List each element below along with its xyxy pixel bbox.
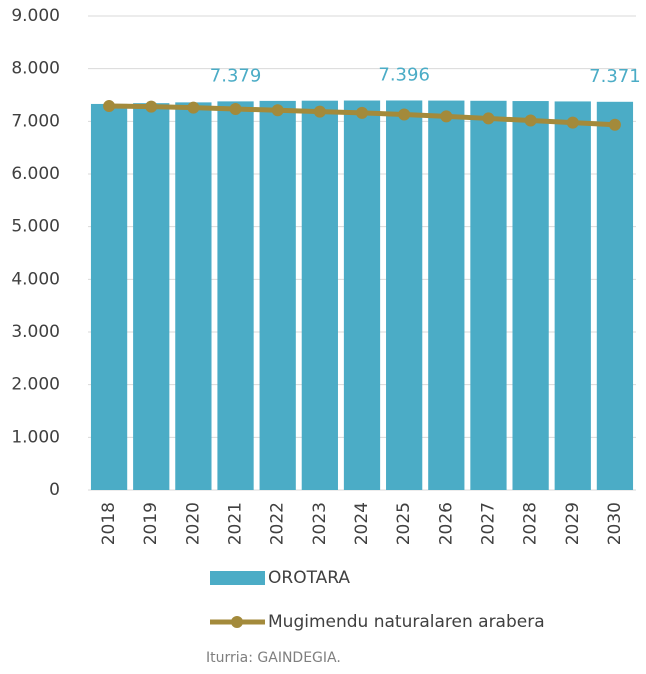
y-tick-label: 9.000 (11, 6, 60, 26)
line-marker (356, 106, 368, 119)
line-marker (566, 116, 579, 129)
y-tick-label: 1.000 (11, 427, 60, 447)
line-marker (524, 114, 537, 127)
bar (470, 100, 507, 490)
line-marker (482, 112, 495, 125)
line-marker (145, 100, 158, 113)
y-tick-label: 8.000 (11, 59, 60, 79)
legend-label: OROTARA (268, 568, 350, 588)
x-tick-label: 2024 (352, 502, 372, 545)
bar (217, 101, 254, 490)
x-tick-label: 2030 (605, 502, 625, 545)
bar (133, 103, 170, 490)
y-tick-label: 5.000 (11, 217, 60, 237)
x-tick-label: 2028 (521, 502, 541, 545)
y-tick-label: 2.000 (11, 375, 60, 395)
line-marker (608, 118, 621, 131)
bar (343, 100, 381, 490)
line-marker (229, 102, 242, 115)
bar (90, 103, 128, 490)
x-tick-label: 2025 (394, 502, 414, 545)
x-tick-label: 2020 (183, 502, 203, 545)
y-tick-label: 6.000 (11, 164, 60, 184)
x-tick-label: 2018 (99, 502, 119, 545)
line-marker (103, 100, 116, 113)
bar (554, 101, 591, 491)
bar (512, 101, 549, 490)
source-note: Iturria: GAINDEGIA. (206, 650, 341, 666)
x-tick-label: 2029 (563, 502, 583, 545)
x-tick-label: 2022 (268, 502, 288, 545)
bar (596, 101, 634, 490)
line-marker (187, 101, 200, 114)
x-tick-label: 2019 (141, 502, 161, 545)
data-label: 7.396 (378, 64, 430, 85)
x-tick-label: 2027 (478, 502, 498, 545)
data-label: 7.379 (210, 65, 262, 86)
x-tick-label: 2021 (226, 502, 246, 545)
line-marker (313, 105, 326, 118)
y-tick-label: 4.000 (11, 269, 60, 289)
y-tick-label: 0 (49, 480, 60, 500)
line-marker (398, 108, 411, 121)
legend-swatch (210, 571, 265, 585)
legend-label: Mugimendu naturalaren arabera (268, 612, 545, 632)
bar (175, 102, 212, 490)
data-label: 7.371 (589, 66, 641, 87)
bar (386, 100, 423, 491)
line-marker (271, 104, 284, 117)
y-tick-label: 7.000 (11, 111, 60, 131)
line-marker (440, 110, 453, 123)
x-tick-label: 2026 (436, 502, 456, 545)
bar (259, 100, 296, 490)
bar (428, 100, 465, 490)
bar (301, 100, 338, 491)
legend-swatch-marker (231, 616, 243, 628)
x-tick-label: 2023 (310, 502, 330, 545)
y-tick-label: 3.000 (11, 322, 60, 342)
